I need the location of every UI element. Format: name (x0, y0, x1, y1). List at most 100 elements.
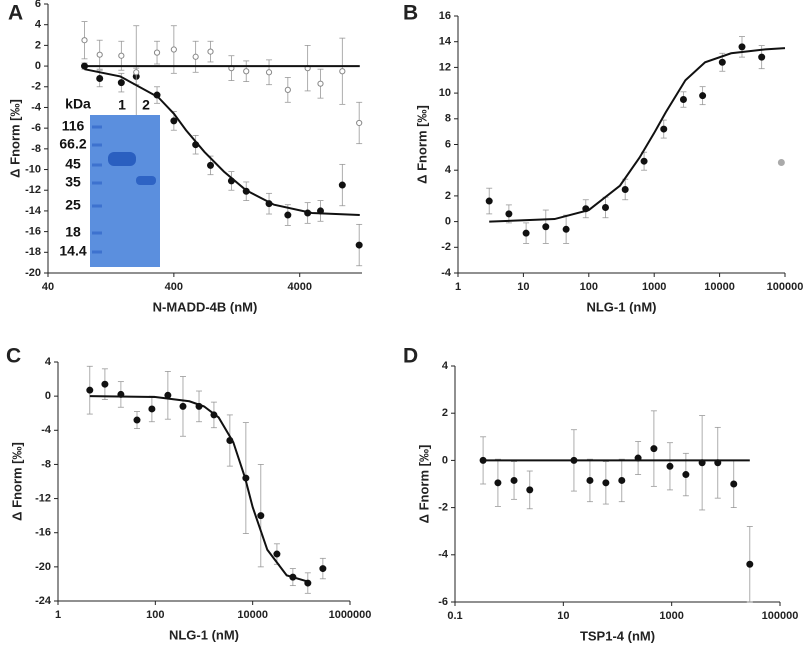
gel-ladder-band (92, 143, 102, 147)
data-point (207, 48, 214, 55)
x-tick-label: 10 (517, 281, 529, 293)
y-tick-label: -4 (31, 101, 42, 113)
gel-lane-label: 2 (142, 97, 150, 113)
x-tick-label: 10 (557, 610, 569, 622)
y-axis-label: Δ Fnorm [‰] (7, 99, 22, 178)
gel-marker-label: 14.4 (59, 243, 86, 259)
panel-label: A (8, 2, 23, 25)
gel-ladder-band (92, 181, 102, 185)
y-axis-label: Δ Fnorm [‰] (414, 105, 429, 184)
data-point (682, 471, 690, 479)
data-point (96, 74, 104, 82)
gel-unit: kDa (65, 96, 91, 112)
data-point (265, 69, 273, 76)
y-tick-label: 4 (35, 19, 42, 31)
data-point (621, 185, 629, 193)
data-point (601, 203, 609, 211)
data-point (586, 476, 594, 484)
y-tick-label: -20 (35, 561, 51, 573)
x-tick-label: 1 (55, 609, 61, 621)
data-point (522, 229, 530, 237)
y-tick-label: -2 (438, 502, 448, 514)
fit-curve (84, 68, 360, 217)
data-point (284, 86, 291, 93)
y-tick-label: 8 (445, 113, 451, 125)
data-point (96, 51, 103, 58)
data-point (81, 37, 88, 44)
x-tick-label: 1000 (659, 610, 683, 622)
data-point (746, 560, 754, 568)
data-point (650, 445, 658, 453)
x-tick-label: 100000 (762, 610, 799, 622)
data-point (356, 119, 363, 127)
x-tick-label: 100000 (767, 281, 804, 293)
gel-ladder-band (92, 250, 102, 254)
data-point (86, 386, 94, 394)
data-point (718, 58, 726, 66)
y-tick-label: 0 (45, 390, 51, 402)
data-point (284, 211, 292, 219)
data-point (618, 476, 626, 484)
x-axis-label: TSP1-4 (nM) (580, 628, 655, 643)
y-tick-label: 12 (439, 61, 451, 73)
y-tick-label: -2 (441, 241, 451, 253)
data-point (777, 158, 785, 166)
gel-marker-label: 35 (65, 174, 81, 190)
gel-ladder-band (92, 204, 102, 208)
data-point (510, 476, 518, 484)
y-tick-label: -16 (25, 226, 41, 238)
y-tick-label: 10 (439, 87, 451, 99)
data-point (170, 46, 177, 53)
data-point (338, 181, 346, 189)
data-point (148, 405, 156, 413)
gel-inset: kDa 116 66.2 45 35 25 18 14.4 1 2 (59, 96, 160, 267)
data-point (339, 68, 346, 75)
data-point (179, 402, 187, 410)
x-tick-label: 400 (165, 281, 183, 293)
y-tick-label: 0 (35, 60, 41, 72)
x-axis-label: N-MADD-4B (nM) (153, 299, 258, 314)
gel-ladder-band (92, 231, 102, 235)
data-point (257, 512, 265, 520)
x-tick-label: 1000000 (329, 609, 372, 621)
y-tick-label: -18 (25, 246, 41, 258)
y-tick-label: 6 (445, 138, 451, 150)
y-tick-label: -4 (441, 267, 452, 279)
y-tick-label: -24 (35, 595, 52, 607)
data-point (699, 92, 707, 100)
data-point (640, 157, 648, 165)
data-point (738, 43, 746, 51)
data-point (153, 49, 161, 56)
data-point (730, 480, 738, 488)
x-tick-label: 1 (455, 281, 461, 293)
data-point (660, 125, 668, 133)
data-point (319, 565, 327, 573)
gel-marker-label: 25 (65, 197, 81, 213)
y-tick-label: -6 (438, 596, 448, 608)
x-tick-label: 100 (580, 281, 598, 293)
data-point (192, 53, 199, 60)
x-tick-label: 10000 (237, 609, 268, 621)
x-tick-label: 100 (146, 609, 164, 621)
data-point (542, 223, 550, 231)
y-axis-label: Δ Fnorm [‰] (416, 445, 431, 524)
y-tick-label: -12 (35, 492, 51, 504)
y-tick-label: -2 (31, 81, 41, 93)
gel-band (108, 152, 136, 166)
y-tick-label: 4 (45, 356, 52, 368)
panel-label: C (6, 345, 21, 368)
data-point (117, 79, 125, 87)
y-tick-label: -6 (31, 122, 41, 134)
y-tick-label: -16 (35, 527, 51, 539)
gel-marker-label: 18 (65, 224, 81, 240)
gel-marker-label: 66.2 (59, 136, 86, 152)
y-tick-label: -14 (25, 205, 42, 217)
y-tick-label: -12 (25, 184, 41, 196)
y-tick-label: 2 (35, 39, 41, 51)
y-axis-label: Δ Fnorm [‰] (9, 442, 24, 521)
data-point (505, 210, 513, 218)
x-tick-label: 0.1 (447, 610, 462, 622)
y-tick-label: 0 (442, 454, 448, 466)
y-tick-label: -4 (41, 424, 52, 436)
data-point (273, 550, 281, 558)
